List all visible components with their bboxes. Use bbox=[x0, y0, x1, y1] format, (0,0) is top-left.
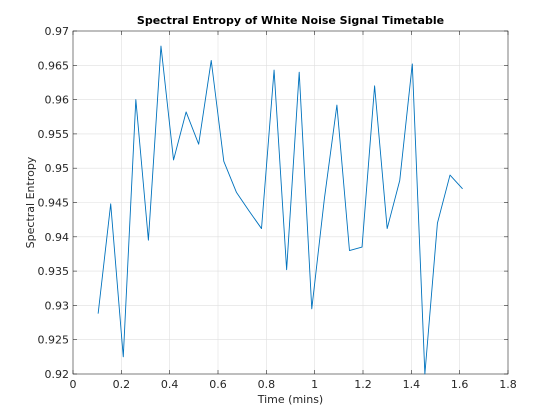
y-tick-label: 0.96 bbox=[45, 94, 70, 107]
y-tick-label: 0.925 bbox=[38, 334, 70, 347]
y-tick-label: 0.935 bbox=[38, 265, 70, 278]
series-group bbox=[97, 45, 463, 375]
ticks bbox=[72, 30, 509, 375]
y-tick-label: 0.93 bbox=[45, 299, 70, 312]
x-tick-label: 0.2 bbox=[113, 378, 131, 391]
y-tick-label: 0.965 bbox=[38, 59, 70, 72]
x-tick-label: 1.4 bbox=[403, 378, 421, 391]
chart-title: Spectral Entropy of White Noise Signal T… bbox=[137, 14, 444, 27]
y-tick-labels: 0.92 0.925 0.93 0.935 0.94 0.945 0.95 0.955 0.96… bbox=[38, 25, 70, 381]
x-tick-labels: 0 0.2 0.4 0.6 0.8 1 1.2 1.4 1.6 1.8 bbox=[70, 378, 517, 391]
y-tick-label: 0.945 bbox=[38, 197, 70, 210]
y-tick-label: 0.94 bbox=[45, 231, 70, 244]
x-tick-label: 0.8 bbox=[258, 378, 276, 391]
x-tick-label: 0.6 bbox=[209, 378, 227, 391]
x-tick-label: 1 bbox=[311, 378, 318, 391]
series-line-0 bbox=[97, 45, 463, 375]
y-tick-label: 0.92 bbox=[45, 368, 70, 381]
y-tick-label: 0.95 bbox=[45, 162, 70, 175]
y-tick-label: 0.955 bbox=[38, 128, 70, 141]
x-tick-label: 0 bbox=[70, 378, 77, 391]
x-tick-label: 1.6 bbox=[451, 378, 469, 391]
x-tick-label: 0.4 bbox=[161, 378, 179, 391]
y-axis-label: Spectral Entropy bbox=[24, 156, 37, 248]
x-tick-label: 1.8 bbox=[499, 378, 517, 391]
y-tick-label: 0.97 bbox=[45, 25, 70, 38]
x-axis-label: Time (mins) bbox=[257, 393, 323, 406]
grid bbox=[73, 31, 508, 374]
x-tick-label: 1.2 bbox=[354, 378, 372, 391]
